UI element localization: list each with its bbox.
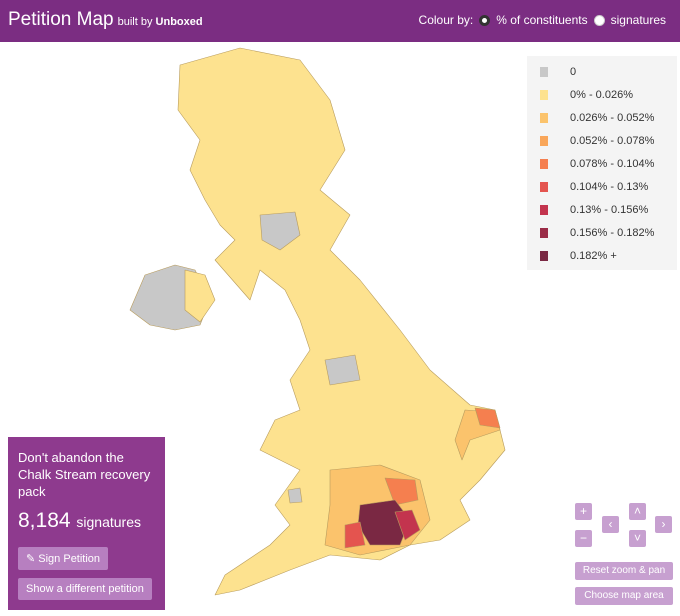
- legend-item: 0.026% - 0.052%: [540, 112, 654, 124]
- radio[interactable]: [479, 14, 491, 26]
- button[interactable]: ✎ Sign Petition: [18, 547, 109, 570]
- legend-label: 0.026% - 0.052%: [570, 112, 655, 124]
- legend-item: 0.078% - 0.104%: [540, 158, 654, 170]
- region[interactable]: [344, 521, 366, 549]
- option[interactable]: % of constituents: [496, 13, 588, 27]
- zoom-in[interactable]: +: [575, 503, 592, 520]
- region[interactable]: [384, 477, 419, 506]
- legend-label: 0.052% - 0.078%: [570, 135, 655, 147]
- legend-label: 0.104% - 0.13%: [570, 181, 649, 193]
- pan-down[interactable]: ˅: [629, 530, 646, 547]
- subtitle: built by Unboxed: [118, 16, 203, 28]
- zoom-out[interactable]: −: [575, 530, 592, 547]
- choose-area-button[interactable]: Choose map area: [575, 587, 673, 605]
- header: Petition Map built by Unboxed Colour by: …: [0, 0, 680, 42]
- option[interactable]: signatures: [610, 13, 666, 27]
- legend-swatch: [540, 159, 548, 169]
- legend-label: 0.156% - 0.182%: [570, 227, 655, 239]
- legend-label: 0% - 0.026%: [570, 89, 633, 101]
- legend-item: 0% - 0.026%: [540, 89, 633, 101]
- brand[interactable]: Unboxed: [155, 16, 203, 28]
- region[interactable]: [184, 269, 216, 323]
- legend-label: 0.13% - 0.156%: [570, 204, 649, 216]
- region[interactable]: [394, 509, 421, 541]
- legend-swatch: [540, 228, 548, 238]
- legend-label: 0.078% - 0.104%: [570, 158, 655, 170]
- title: Petition Map: [8, 9, 114, 30]
- petition-panel: Don't abandon the Chalk Stream recovery …: [8, 437, 165, 610]
- button-label[interactable]: Sign Petition: [38, 553, 101, 565]
- legend-item: 0.13% - 0.156%: [540, 204, 648, 216]
- legend-swatch: [540, 251, 548, 261]
- petition-title[interactable]: Don't abandon the Chalk Stream recovery …: [18, 450, 151, 499]
- count: 8,184: [18, 509, 71, 532]
- legend-item: 0.052% - 0.078%: [540, 135, 654, 147]
- legend-swatch: [540, 205, 548, 215]
- colour-by: Colour by: % of constituents signatures: [419, 13, 666, 27]
- colour-by-label: Colour by:: [418, 13, 474, 27]
- legend-item: 0: [540, 66, 576, 78]
- legend-label: 0.182% +: [570, 250, 617, 262]
- region[interactable]: [474, 407, 501, 429]
- reset-button[interactable]: Reset zoom & pan: [575, 562, 673, 580]
- signature-count: 8,184 signatures: [18, 509, 141, 533]
- count-unit: signatures: [76, 514, 141, 530]
- legend-item: 0.104% - 0.13%: [540, 181, 648, 193]
- legend-swatch: [540, 67, 548, 77]
- pan-left[interactable]: ‹: [602, 516, 619, 533]
- legend-label: 0: [570, 66, 577, 78]
- region[interactable]: [324, 354, 361, 386]
- legend-swatch: [540, 90, 548, 100]
- legend-item: 0.182% +: [540, 250, 617, 262]
- legend-swatch: [540, 113, 548, 123]
- pan-up[interactable]: ˄: [629, 503, 646, 520]
- region[interactable]: [259, 211, 301, 251]
- app-title: Petition Map built by Unboxed: [8, 9, 203, 31]
- pan-right[interactable]: ›: [655, 516, 672, 533]
- legend-swatch: [540, 136, 548, 146]
- legend-item: 0.156% - 0.182%: [540, 227, 654, 239]
- region[interactable]: [287, 487, 303, 504]
- legend: 0 0% - 0.026% 0.026% - 0.052% 0.052% - 0.07…: [527, 56, 677, 270]
- radio[interactable]: [593, 14, 605, 26]
- button[interactable]: Show a different petition: [18, 578, 152, 600]
- great-britain[interactable]: [177, 47, 506, 596]
- subtitle-text: built by: [117, 16, 153, 28]
- map[interactable]: [0, 42, 680, 616]
- legend-swatch: [540, 182, 548, 192]
